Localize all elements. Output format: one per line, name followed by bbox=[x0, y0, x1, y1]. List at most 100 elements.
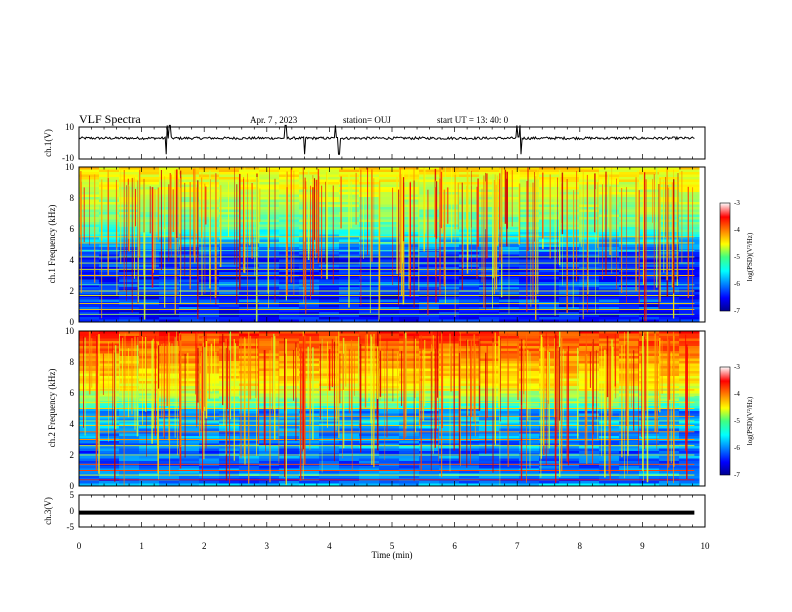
ch2-spectrogram-cell bbox=[319, 336, 340, 339]
ch1-spectrogram-cell bbox=[479, 317, 500, 320]
ch2-spectrogram-cell bbox=[459, 463, 480, 467]
ch2-spectrogram-cell bbox=[499, 408, 520, 412]
ch1-spectrogram-cell bbox=[659, 252, 680, 255]
ch2-spectrogram-cell bbox=[459, 431, 480, 434]
ch1-spectrogram-cell bbox=[439, 314, 460, 318]
ch1-spectrogram-cell bbox=[299, 292, 320, 295]
ch2-spectrogram-cell bbox=[319, 463, 340, 467]
ch1-spectrogram-cell bbox=[139, 244, 160, 248]
ch2-spectrogram-cell bbox=[139, 348, 160, 352]
ch2-spectrogram-cell bbox=[139, 428, 160, 432]
ch2-spectrogram-cell bbox=[259, 353, 280, 357]
ch1-spectrogram-cell bbox=[599, 257, 620, 260]
ch2-spectrogram-cell bbox=[639, 416, 660, 419]
ch2-spectrogram-cell bbox=[539, 338, 560, 342]
ch1-spectrogram-cell bbox=[579, 189, 600, 193]
ch1-spectrogram-cell bbox=[659, 212, 680, 215]
ch1-spectrogram-cell bbox=[459, 172, 480, 175]
ch2-spectrogram-cell bbox=[619, 373, 640, 377]
ch1-spectrogram-cell bbox=[279, 297, 300, 300]
ch1-spectrogram-cell bbox=[439, 177, 460, 180]
ch2-spectrogram-cell bbox=[179, 451, 200, 454]
ch1-cb-tick-7: -7 bbox=[734, 307, 740, 315]
ch2-spectrogram-cell bbox=[639, 443, 660, 447]
ch2-spectrogram-cell bbox=[479, 458, 500, 462]
ch2-spectrogram-cell bbox=[99, 461, 120, 464]
ch2-spectrogram-cell bbox=[179, 476, 200, 479]
ch1-spectrogram-cell bbox=[679, 222, 700, 225]
ch2-spectrogram-cell bbox=[299, 463, 320, 467]
ch1-spectrogram-cell bbox=[139, 224, 160, 228]
ch2-spectrogram-cell bbox=[259, 406, 280, 409]
ch1-spectrogram-cell bbox=[639, 244, 660, 248]
ch2-spectrogram-cell bbox=[579, 376, 600, 379]
ch1-spectrogram-cell bbox=[439, 202, 460, 205]
ch1-spectrogram-cell bbox=[99, 219, 120, 223]
ch2-spectrogram-cell bbox=[199, 421, 220, 424]
ch2-spectrogram-cell bbox=[399, 358, 420, 362]
ch2-spectrogram-cell bbox=[319, 398, 340, 402]
ch2-spectrogram-cell bbox=[139, 376, 160, 379]
ch1-spectrogram-cell bbox=[359, 224, 380, 228]
ch1-spectrogram-cell bbox=[119, 307, 140, 310]
ch2-spectrogram-cell bbox=[199, 331, 220, 334]
ch1-spectrogram-cell bbox=[639, 227, 660, 230]
ch1-spectrogram-cell bbox=[519, 257, 540, 260]
ch1-spectrogram-cell bbox=[279, 267, 300, 270]
ch1-spectrogram-cell bbox=[599, 187, 620, 190]
ch1-spectrogram-cell bbox=[659, 282, 680, 285]
ch1-spectrogram-cell bbox=[419, 277, 440, 280]
ch2-spectrogram-cell bbox=[279, 363, 300, 367]
ch2-spectrogram-cell bbox=[579, 443, 600, 447]
ch2-spectrogram-cell bbox=[619, 386, 640, 389]
ch1-spectrogram-cell bbox=[139, 187, 160, 190]
ch2-spectrogram-cell bbox=[539, 448, 560, 452]
ch2-spectrogram-cell bbox=[579, 461, 600, 464]
ch2-spectrogram-cell bbox=[519, 393, 540, 397]
ch1-spectrogram-cell bbox=[559, 217, 580, 220]
ch1-spectrogram-cell bbox=[479, 174, 500, 178]
ch2-spectrogram-cell bbox=[439, 386, 460, 389]
ch2-spectrogram-cell bbox=[399, 368, 420, 372]
ch1-spectrogram-cell bbox=[539, 202, 560, 205]
ch2-spectrogram-cell bbox=[559, 436, 580, 439]
ch1-spectrogram-cell bbox=[319, 237, 340, 240]
ch1-spectrogram-cell bbox=[659, 177, 680, 180]
ch2-spectrogram-cell bbox=[399, 471, 420, 474]
ch2-spectrogram-cell bbox=[279, 408, 300, 412]
ch1-spectrogram-cell bbox=[139, 299, 160, 303]
ch1-spectrogram-cell bbox=[519, 177, 540, 180]
ch2-spectrogram-cell bbox=[319, 413, 340, 417]
ch2-spectrogram-cell bbox=[499, 361, 520, 364]
ch1-spectrogram-cell bbox=[159, 279, 180, 283]
ch1-spectrogram-cell bbox=[379, 234, 400, 238]
ch2-spectrogram-cell bbox=[519, 368, 540, 372]
ch1-spectrogram-cell bbox=[659, 189, 680, 193]
ch1-spectrogram-cell bbox=[519, 284, 540, 288]
ch2-spectrogram-cell bbox=[319, 451, 340, 454]
ch2-spectrogram-cell bbox=[79, 436, 100, 439]
ch2-spectrogram-cell bbox=[199, 471, 220, 474]
ch1-spectrogram-cell bbox=[119, 282, 140, 285]
ch2-spectrogram-cell bbox=[419, 481, 440, 484]
ch1-spectrogram-cell bbox=[99, 192, 120, 195]
ch1-spectrogram-cell bbox=[79, 244, 100, 248]
ch2-spectrogram-cell bbox=[119, 371, 140, 374]
ch2-spectrogram-cell bbox=[379, 426, 400, 429]
ch1-spectrogram-cell bbox=[559, 317, 580, 320]
ch1-spectrogram-cell bbox=[259, 234, 280, 238]
ch2-spectrogram-cell bbox=[459, 416, 480, 419]
ch1-spectrogram-cell bbox=[559, 272, 580, 275]
ch1-spectrogram-cell bbox=[99, 237, 120, 240]
ch1-spectrogram-cell bbox=[159, 282, 180, 285]
ch1-spectrogram-cell bbox=[619, 189, 640, 193]
ch1-spectrogram-cell bbox=[419, 267, 440, 270]
ch2-spectrogram-cell bbox=[79, 418, 100, 422]
ch2-spectrogram-cell bbox=[139, 431, 160, 434]
ch1-spectrogram-cell bbox=[379, 244, 400, 248]
ch2-spectrogram-cell bbox=[399, 386, 420, 389]
ch2-spectrogram-cell bbox=[639, 391, 660, 394]
ch2-spectrogram-cell bbox=[279, 428, 300, 432]
ch2-spectrogram-cell bbox=[599, 483, 620, 487]
ch1-spectrogram-cell bbox=[479, 222, 500, 225]
